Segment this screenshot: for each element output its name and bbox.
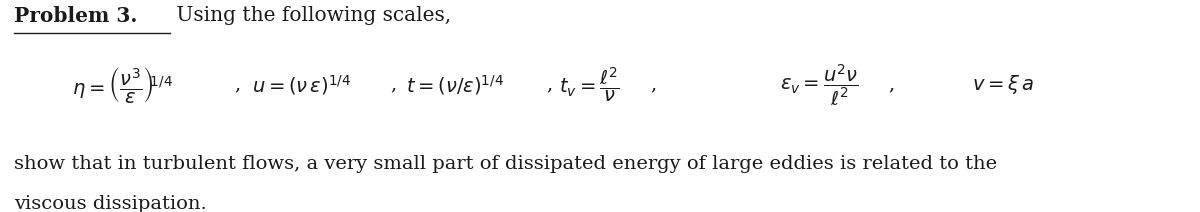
Text: ,: , — [234, 76, 240, 94]
Text: $v = \xi\, a$: $v = \xi\, a$ — [972, 73, 1034, 96]
Text: Problem 3.: Problem 3. — [14, 6, 138, 26]
Text: ,: , — [546, 76, 552, 94]
Text: $\varepsilon_v = \dfrac{u^2\nu}{\ell^2}$: $\varepsilon_v = \dfrac{u^2\nu}{\ell^2}$ — [780, 62, 858, 107]
Text: viscous dissipation.: viscous dissipation. — [14, 195, 208, 212]
Text: $t_v = \dfrac{\ell^2}{\nu}$: $t_v = \dfrac{\ell^2}{\nu}$ — [559, 65, 620, 104]
Text: ,: , — [390, 76, 396, 94]
Text: ,: , — [888, 76, 894, 94]
Text: $u = \left(\nu\,\varepsilon\right)^{1/4}$: $u = \left(\nu\,\varepsilon\right)^{1/4}… — [252, 73, 352, 97]
Text: $\eta = \left(\dfrac{\nu^3}{\varepsilon}\right)^{\!\!1/4}$: $\eta = \left(\dfrac{\nu^3}{\varepsilon}… — [72, 65, 173, 105]
Text: Using the following scales,: Using the following scales, — [170, 6, 451, 25]
Text: ,: , — [650, 76, 656, 94]
Text: show that in turbulent flows, a very small part of dissipated energy of large ed: show that in turbulent flows, a very sma… — [14, 155, 997, 173]
Text: $t = \left(\nu/\varepsilon\right)^{1/4}$: $t = \left(\nu/\varepsilon\right)^{1/4}$ — [406, 73, 504, 97]
